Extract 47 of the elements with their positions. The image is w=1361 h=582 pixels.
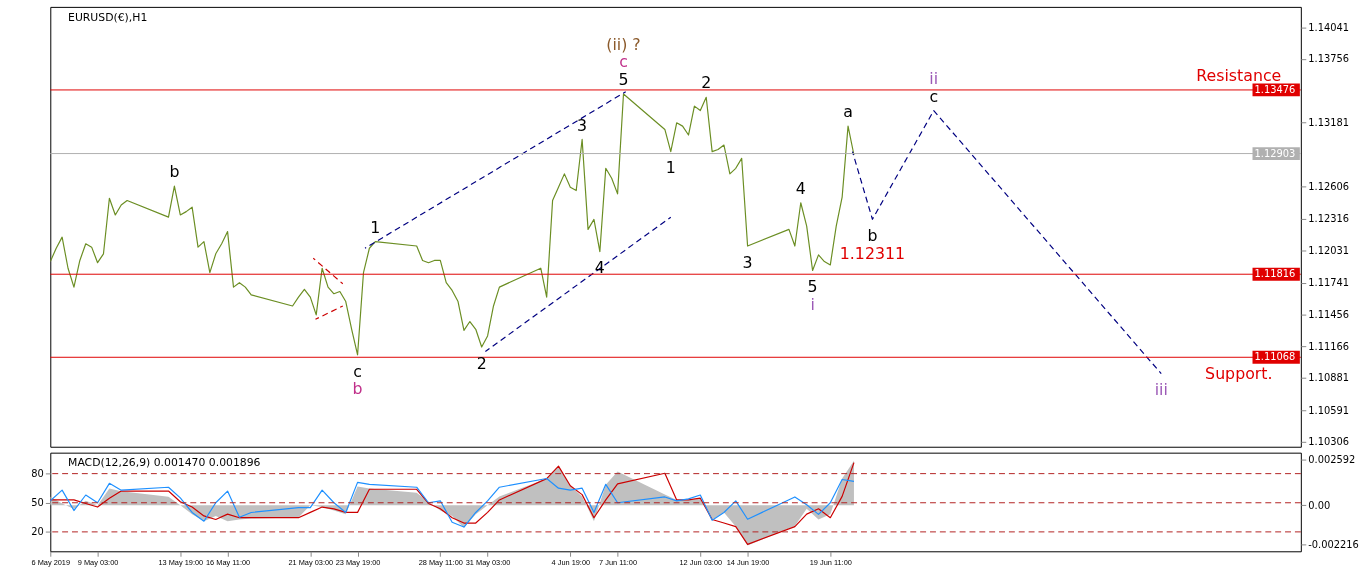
annotation: 4 — [594, 258, 605, 278]
annotation: iii — [1154, 380, 1168, 400]
annotation: 1.12311 — [839, 243, 906, 263]
annotation: b — [352, 379, 363, 399]
y2-tick-label: 50 — [31, 497, 44, 509]
y-tick-label: 1.13181 — [1308, 117, 1350, 129]
annotation: 5 — [618, 70, 629, 90]
annotation: Resistance — [1196, 66, 1282, 86]
y-tick-label: 1.11456 — [1308, 308, 1350, 320]
y-tick-label: 1.11741 — [1308, 277, 1350, 289]
annotation: 3 — [577, 115, 588, 135]
annotation: 4 — [795, 178, 806, 198]
y-tick-label: 0.002592 — [1308, 453, 1356, 465]
annotation: b — [169, 162, 180, 182]
ref-line-label: 1.11816 — [1254, 268, 1296, 280]
y-tick-label: 1.12031 — [1308, 244, 1350, 256]
y-tick-label: 1.10881 — [1308, 372, 1350, 384]
y2-tick-label: 20 — [31, 526, 44, 538]
annotation: Support. — [1205, 363, 1273, 383]
annotation: c — [353, 361, 362, 381]
annotation: i — [810, 294, 815, 314]
y-tick-label: 1.14041 — [1308, 21, 1350, 33]
annotation: (ii) ? — [606, 34, 641, 54]
annotation: ii — [929, 68, 939, 88]
y-tick-label: 1.11166 — [1308, 340, 1350, 352]
annotation: b — [867, 225, 878, 245]
annotation: c — [619, 52, 628, 72]
chart-title: EURUSD(€),H1 — [68, 10, 148, 24]
y-tick-label: -0.002216 — [1308, 539, 1359, 551]
annotation: 3 — [742, 252, 753, 272]
y-tick-label: 1.12606 — [1308, 180, 1350, 192]
ref-line-label: 1.11068 — [1254, 351, 1296, 363]
y-tick-label: 1.10591 — [1308, 404, 1350, 416]
y-tick-label: 1.10306 — [1308, 436, 1350, 448]
annotation: 2 — [476, 353, 487, 373]
y2-tick-label: 80 — [31, 468, 44, 480]
annotation: 1 — [665, 158, 676, 178]
ref-line-label: 1.12903 — [1254, 147, 1296, 159]
annotation: 5 — [807, 277, 818, 297]
annotation: 1 — [370, 217, 381, 237]
y-tick-label: 0.00 — [1308, 499, 1331, 511]
annotation: 2 — [701, 73, 712, 93]
annotation: c — [929, 86, 939, 106]
y-tick-label: 1.12316 — [1308, 213, 1350, 225]
ref-line-label: 1.13476 — [1254, 83, 1296, 95]
annotation: a — [843, 102, 853, 122]
y-tick-label: 1.13756 — [1308, 53, 1350, 65]
